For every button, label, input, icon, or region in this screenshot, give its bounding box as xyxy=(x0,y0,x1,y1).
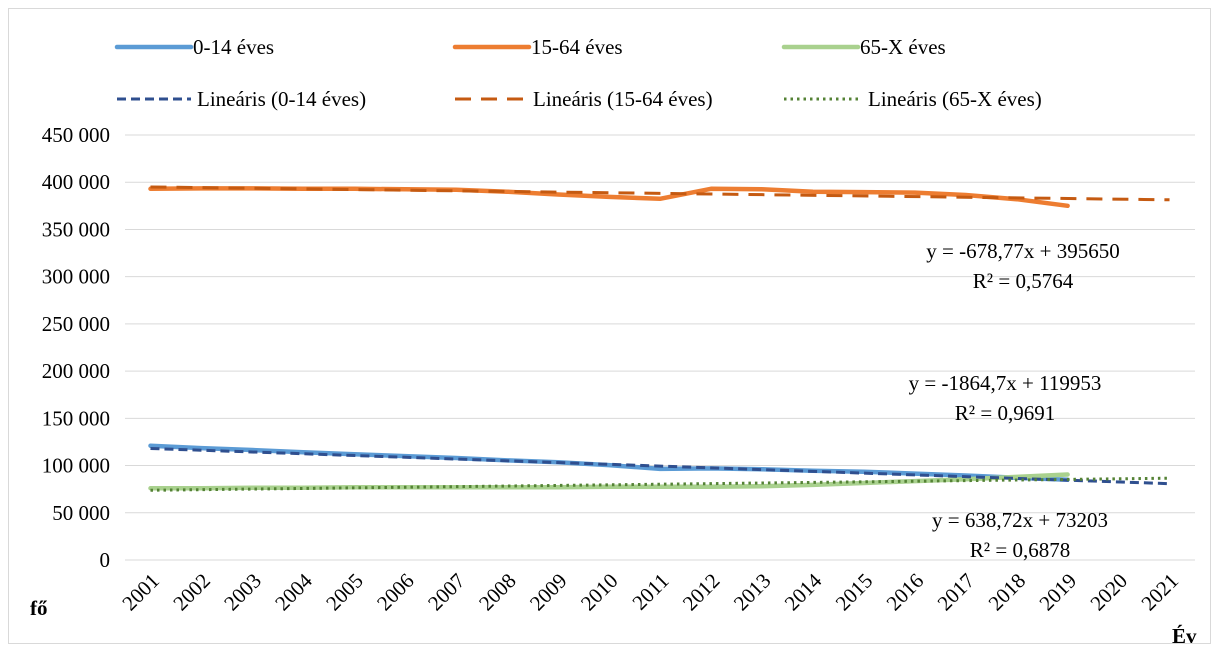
y-tick-label: 450 000 xyxy=(42,123,110,147)
trendline-equation: y = 638,72x + 73203 xyxy=(932,508,1108,532)
y-tick-label: 350 000 xyxy=(42,217,110,241)
x-tick-label: 2007 xyxy=(423,569,470,616)
y-tick-label: 300 000 xyxy=(42,265,110,289)
x-tick-label: 2001 xyxy=(117,569,164,616)
x-tick-label: 2019 xyxy=(1034,569,1081,616)
y-tick-label: 150 000 xyxy=(42,406,110,430)
x-tick-label: 2003 xyxy=(219,569,266,616)
x-tick-label: 2006 xyxy=(372,569,419,616)
trendline-r-squared: R² = 0,6878 xyxy=(970,538,1070,562)
y-tick-label: 400 000 xyxy=(42,170,110,194)
x-tick-label: 2014 xyxy=(780,568,827,615)
legend-label: 15-64 éves xyxy=(531,35,623,59)
y-tick-label: 0 xyxy=(100,548,111,572)
trendlines xyxy=(150,185,1170,492)
data-series xyxy=(148,186,1070,491)
x-tick-label: 2002 xyxy=(168,569,215,616)
x-tick-label: 2016 xyxy=(882,569,929,616)
x-tick-label: 2013 xyxy=(729,569,776,616)
trendline-equation: y = -1864,7x + 119953 xyxy=(909,371,1102,395)
x-tick-label: 2012 xyxy=(678,569,725,616)
trendline-2 xyxy=(150,185,1170,202)
x-tick-label: 2021 xyxy=(1136,569,1183,616)
series-line-2 xyxy=(148,186,1070,209)
x-axis-tick-labels: 2001 2002 2003 2004 2005 2006 2007 2008 2009 2010… xyxy=(117,568,1183,615)
legend-label: 65-X éves xyxy=(860,35,946,59)
y-axis-tick-labels: 0 50 000 100 000 150 000 200 000 250 000 300 0… xyxy=(42,123,110,572)
x-tick-label: 2009 xyxy=(525,569,572,616)
x-tick-label: 2020 xyxy=(1085,569,1132,616)
trendline-r-squared: R² = 0,5764 xyxy=(973,269,1074,293)
x-tick-label: 2018 xyxy=(984,569,1031,616)
legend-label: Lineáris (65-X éves) xyxy=(868,87,1042,111)
x-tick-label: 2017 xyxy=(933,569,980,616)
x-axis-title: Év xyxy=(1172,624,1197,648)
legend-label: Lineáris (0-14 éves) xyxy=(197,87,366,111)
x-tick-label: 2011 xyxy=(627,569,673,615)
series-line-1 xyxy=(148,443,1070,482)
y-tick-label: 100 000 xyxy=(42,454,110,478)
series-line-3 xyxy=(148,472,1070,491)
x-tick-label: 2004 xyxy=(270,568,317,615)
chart-frame xyxy=(8,8,1211,644)
trendline-1 xyxy=(150,446,1170,486)
legend-label: 0-14 éves xyxy=(193,35,274,59)
trendline-3 xyxy=(150,476,1170,492)
y-tick-label: 200 000 xyxy=(42,359,110,383)
y-tick-label: 250 000 xyxy=(42,312,110,336)
x-tick-label: 2015 xyxy=(831,569,878,616)
gridlines xyxy=(125,134,1195,561)
trendline-equations: y = -1864,7x + 119953 R² = 0,9691 y = -678… xyxy=(909,239,1120,562)
x-tick-label: 2008 xyxy=(474,569,521,616)
y-tick-label: 50 000 xyxy=(52,501,110,525)
y-axis-title: fő xyxy=(30,596,48,620)
legend-label: Lineáris (15-64 éves) xyxy=(533,87,713,111)
trendline-r-squared: R² = 0,9691 xyxy=(955,401,1055,425)
x-tick-label: 2010 xyxy=(576,569,623,616)
trendline-equation: y = -678,77x + 395650 xyxy=(926,239,1119,263)
x-tick-label: 2005 xyxy=(321,569,368,616)
legend: 0-14 éves 15-64 éves 65-X éves Lineáris (0-… xyxy=(114,35,1042,111)
